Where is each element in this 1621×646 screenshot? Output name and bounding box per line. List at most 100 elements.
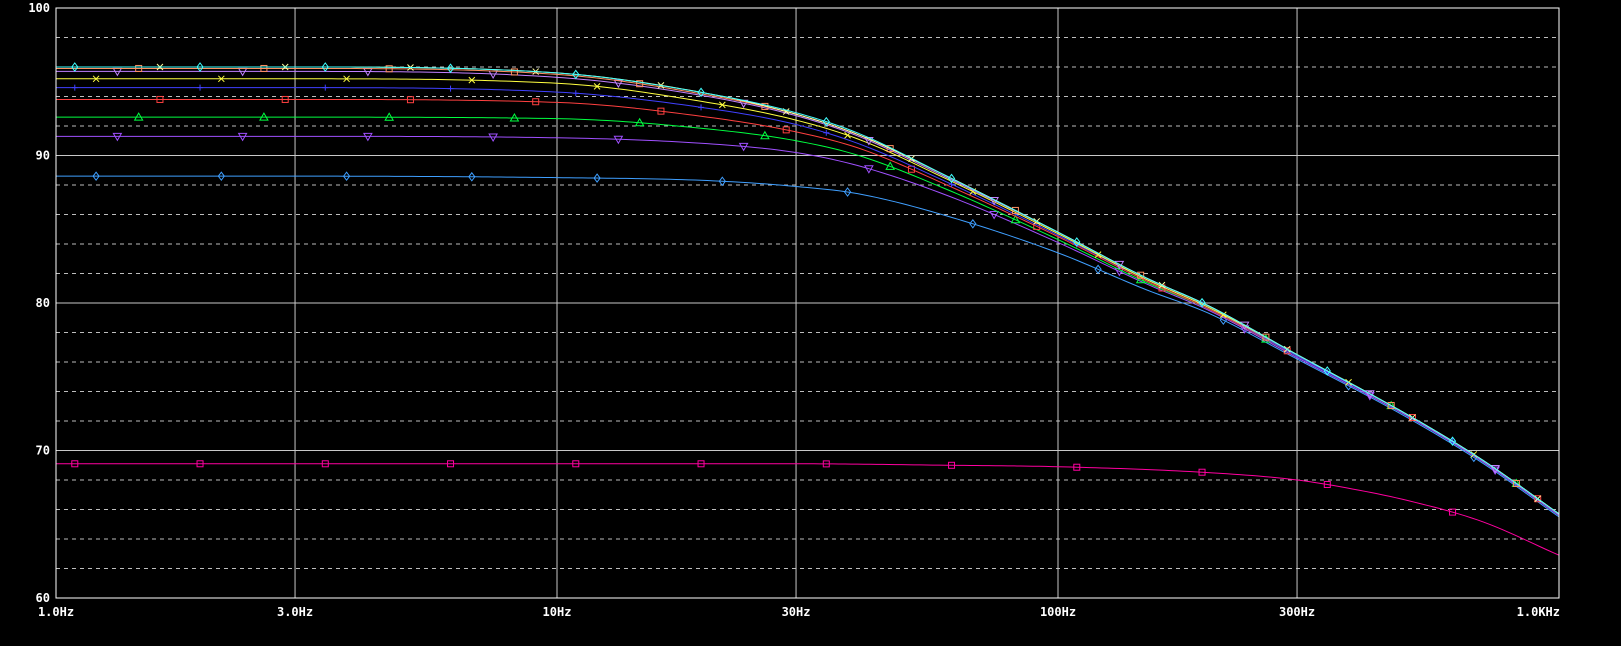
data-point-marker — [133, 112, 144, 121]
data-point-marker — [237, 67, 248, 77]
data-point-marker — [1094, 264, 1102, 275]
y-axis-tick-labels: 60 70 80 90 100 — [28, 1, 50, 605]
data-point-marker — [969, 218, 977, 229]
data-point-marker — [406, 96, 414, 104]
data-point-marker — [885, 161, 896, 170]
series-line — [56, 135, 1560, 516]
series-line — [56, 66, 1560, 515]
data-point-marker — [864, 165, 874, 174]
data-point-marker — [509, 113, 520, 122]
series-line — [56, 87, 1560, 515]
data-point-marker — [217, 171, 225, 181]
x-axis-tick-labels: 1.0Hz 3.0Hz 10Hz 30Hz 100Hz 300Hz 1.0KHz — [38, 605, 1560, 619]
data-point-marker — [217, 75, 225, 83]
data-point-marker — [1490, 465, 1500, 474]
series-8 — [56, 67, 1560, 515]
data-point-marker — [593, 83, 601, 90]
data-point-marker — [343, 75, 350, 83]
data-point-marker — [488, 133, 498, 142]
series-line — [56, 78, 1560, 515]
y-tick-label: 70 — [36, 444, 50, 458]
data-point-marker — [822, 460, 830, 468]
series-line — [56, 98, 1560, 515]
data-point-marker — [1365, 390, 1375, 399]
data-point-marker — [1512, 479, 1520, 487]
series-10 — [56, 63, 1560, 515]
data-point-marker — [1448, 436, 1457, 447]
y-tick-label: 90 — [36, 149, 50, 163]
data-point-marker — [1323, 480, 1331, 488]
data-point-marker — [196, 62, 204, 72]
series-5 — [56, 95, 1560, 515]
data-point-marker — [532, 98, 540, 106]
data-point-marker — [112, 132, 123, 142]
series-6 — [56, 84, 1560, 515]
data-point-marker — [281, 95, 289, 103]
data-point-marker — [843, 187, 852, 197]
data-point-marker — [1137, 271, 1145, 279]
data-point-marker — [1365, 392, 1375, 401]
data-point-marker — [322, 84, 329, 91]
series-line — [56, 70, 1560, 515]
data-point-marker — [1010, 214, 1021, 224]
data-point-marker — [697, 87, 705, 98]
series-2 — [56, 171, 1560, 518]
data-point-marker — [71, 460, 79, 468]
x-tick-label: 100Hz — [1040, 605, 1076, 619]
x-tick-label: 10Hz — [543, 605, 572, 619]
series-7 — [56, 75, 1560, 515]
data-point-marker — [1114, 260, 1125, 270]
data-point-marker — [156, 95, 164, 103]
series-line — [56, 67, 1560, 515]
series-9 — [56, 64, 1560, 515]
data-point-marker — [782, 126, 790, 134]
data-point-marker — [760, 130, 770, 140]
series-layer — [56, 62, 1560, 556]
data-point-marker — [1073, 463, 1081, 471]
series-line — [56, 175, 1560, 518]
series-1 — [56, 460, 1560, 556]
series-line — [56, 463, 1560, 556]
data-point-marker — [237, 132, 248, 142]
data-point-marker — [197, 84, 204, 91]
data-point-marker — [71, 62, 79, 72]
data-point-marker — [1198, 468, 1206, 476]
series-4 — [56, 112, 1560, 515]
data-point-marker — [634, 117, 645, 127]
y-tick-label: 100 — [28, 1, 50, 15]
data-point-marker — [260, 64, 268, 72]
data-point-marker — [1449, 508, 1457, 516]
data-point-marker — [613, 135, 624, 145]
series-11 — [56, 62, 1560, 515]
x-tick-label: 1.0Hz — [38, 605, 74, 619]
plot-frame — [55, 7, 1560, 599]
data-point-marker — [613, 79, 624, 89]
data-point-marker — [718, 101, 726, 109]
data-point-marker — [1073, 237, 1081, 247]
data-point-marker — [446, 63, 455, 74]
data-point-marker — [1262, 333, 1270, 341]
data-point-marker — [1387, 401, 1395, 409]
x-tick-label: 300Hz — [1279, 605, 1315, 619]
data-point-marker — [718, 176, 726, 187]
series-3 — [56, 132, 1560, 516]
data-point-marker — [1198, 297, 1206, 308]
data-point-marker — [1534, 495, 1542, 503]
y-tick-label: 80 — [36, 296, 50, 310]
data-point-marker — [572, 460, 580, 468]
x-tick-label: 30Hz — [782, 605, 811, 619]
data-point-marker — [697, 460, 705, 468]
data-point-marker — [342, 171, 351, 182]
y-tick-label: 60 — [36, 591, 50, 605]
data-point-marker — [593, 173, 601, 183]
data-point-marker — [698, 104, 705, 111]
data-point-marker — [259, 112, 269, 121]
data-point-marker — [1239, 321, 1250, 331]
data-point-marker — [92, 75, 100, 83]
data-point-marker — [822, 116, 830, 127]
data-point-marker — [947, 173, 956, 184]
data-point-marker — [135, 64, 143, 72]
data-point-marker — [385, 65, 393, 73]
x-tick-label: 1.0KHz — [1517, 605, 1560, 619]
